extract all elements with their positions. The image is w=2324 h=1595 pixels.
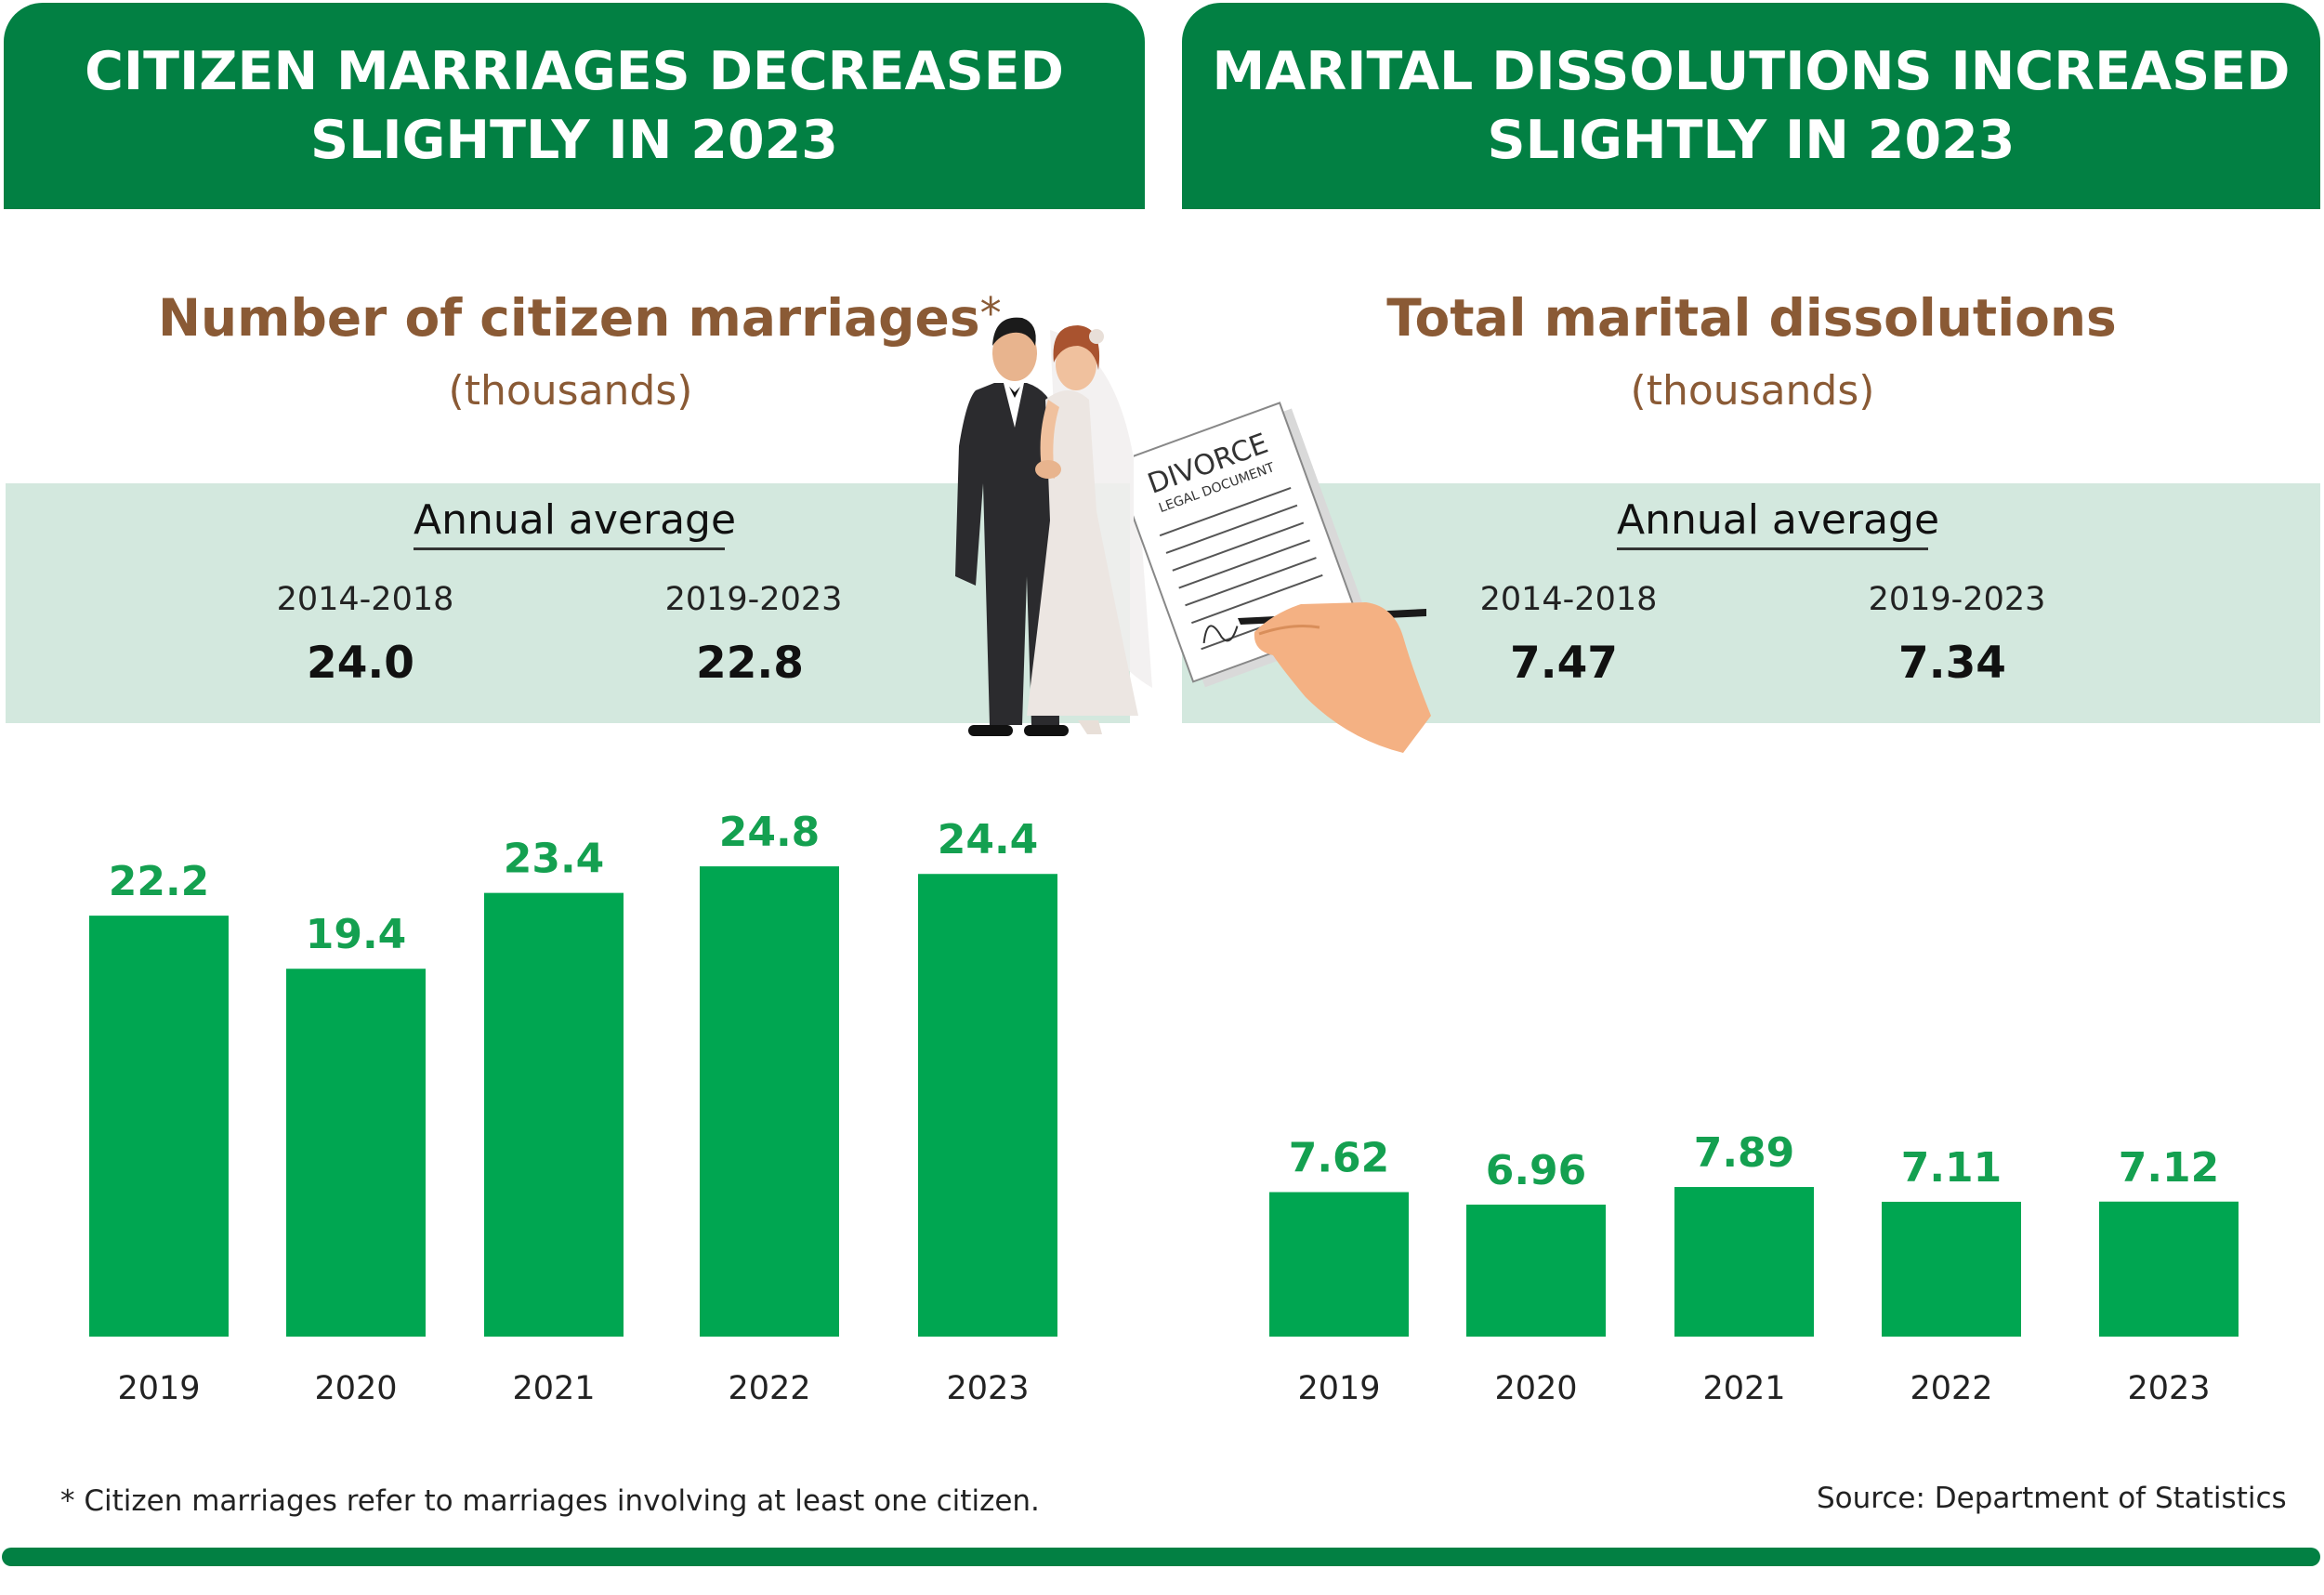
left-period-1-label: 2014-2018	[276, 581, 454, 618]
hand-icon	[1254, 602, 1431, 753]
right-subtitle: Total marital dissolutions	[1386, 288, 2117, 348]
dissolutions-value-label-2021: 7.89	[1694, 1129, 1795, 1177]
dissolutions-category-label-2019: 2019	[1297, 1370, 1380, 1407]
left-subtitle-text: Number of citizen marriages	[158, 288, 980, 348]
dissolutions-category-label-2023: 2023	[2127, 1370, 2210, 1407]
dissolutions-category-label-2022: 2022	[1910, 1370, 1992, 1407]
dissolutions-bar-2019	[1269, 1192, 1409, 1337]
right-period-1-label: 2014-2018	[1479, 581, 1658, 618]
left-annual-average-title: Annual average	[414, 496, 736, 550]
dissolutions-category-label-2020: 2020	[1494, 1370, 1577, 1407]
right-units: (thousands)	[1630, 367, 1875, 415]
groom-shoe-left	[968, 725, 1013, 736]
marriages-value-label-2023: 24.4	[938, 816, 1039, 863]
dissolutions-value-label-2019: 7.62	[1289, 1135, 1390, 1182]
dissolutions-value-label-2022: 7.11	[1901, 1144, 2002, 1192]
left-period-2-value: 22.8	[696, 638, 804, 689]
left-period-1-value: 24.0	[307, 638, 414, 689]
marriages-category-label-2023: 2023	[946, 1370, 1029, 1407]
source: Source: Department of Statistics	[1817, 1482, 2287, 1515]
marriages-bar-2021	[484, 892, 624, 1337]
divorce-document-illustration: DIVORCE LEGAL DOCUMENT	[1134, 402, 1431, 753]
right-banner: MARITAL DISSOLUTIONS INCREASED SLIGHTLY …	[1182, 3, 2320, 209]
charts-svg: 22.2 2019 19.4 2020 23.4 2021 24.8 2022 24.4 2023…	[89, 809, 2239, 1407]
bride-shoe	[1078, 720, 1102, 734]
document-lines	[1159, 486, 1323, 651]
dissolutions-bar-2023	[2099, 1201, 2239, 1337]
dissolutions-value-label-2023: 7.12	[2119, 1144, 2220, 1192]
footnote: * Citizen marriages refer to marriages i…	[60, 1484, 1040, 1518]
dissolutions-bar-2020	[1466, 1205, 1606, 1337]
groom-suit	[955, 383, 1059, 725]
groom-shoe-right	[1024, 725, 1069, 736]
marriages-value-label-2019: 22.2	[109, 858, 210, 905]
left-banner: CITIZEN MARRIAGES DECREASED SLIGHTLY IN …	[4, 3, 1145, 209]
asterisk: *	[979, 288, 1002, 338]
bride-face	[1056, 338, 1096, 390]
right-annual-average-title: Annual average	[1617, 496, 1939, 550]
signature-scribble	[1202, 625, 1239, 644]
groom-shirt	[1004, 383, 1024, 428]
marriages-category-label-2022: 2022	[728, 1370, 810, 1407]
wedding-couple-illustration	[955, 317, 1152, 736]
marriages-value-label-2021: 23.4	[504, 836, 605, 883]
dissolutions-value-label-2020: 6.96	[1486, 1147, 1587, 1194]
marriages-category-label-2021: 2021	[512, 1370, 595, 1407]
bride-arm	[1040, 400, 1059, 479]
marriages-category-label-2019: 2019	[117, 1370, 200, 1407]
marriages-value-label-2022: 24.8	[719, 809, 821, 856]
marriages-value-label-2020: 19.4	[306, 911, 407, 958]
dissolutions-chart: 7.62 2019 6.96 2020 7.89 2021 7.11 2022 7.12 2023	[1269, 1129, 2239, 1407]
marriages-bar-2019	[89, 916, 229, 1337]
right-period-1-value: 7.47	[1510, 638, 1618, 689]
right-period-2-value: 7.34	[1898, 638, 2006, 689]
marriages-bar-2023	[918, 874, 1057, 1337]
right-banner-title: MARITAL DISSOLUTIONS INCREASED SLIGHTLY …	[1212, 41, 2291, 171]
dissolutions-bar-2022	[1882, 1201, 2021, 1337]
bottom-bar	[2, 1548, 2320, 1566]
marriages-category-label-2020: 2020	[314, 1370, 397, 1407]
right-period-2-label: 2019-2023	[1868, 581, 2046, 618]
left-average-band	[6, 483, 1130, 723]
marriages-bar-2020	[286, 969, 426, 1337]
left-period-2-label: 2019-2023	[664, 581, 843, 618]
dissolutions-category-label-2021: 2021	[1702, 1370, 1785, 1407]
finger-line	[1258, 625, 1320, 636]
marriages-chart: 22.2 2019 19.4 2020 23.4 2021 24.8 2022 24.4 2023	[89, 809, 1057, 1407]
bow-tie	[1009, 387, 1020, 398]
groom-face	[992, 325, 1037, 381]
left-subtitle: Number of citizen marriages*	[158, 288, 1002, 348]
groom-hair	[992, 317, 1036, 346]
left-banner-title: CITIZEN MARRIAGES DECREASED SLIGHTLY IN …	[85, 41, 1064, 171]
left-units: (thousands)	[448, 367, 693, 415]
groom-hand	[1035, 460, 1061, 479]
bride-hair-flower	[1089, 329, 1104, 344]
dissolutions-bar-2021	[1674, 1187, 1814, 1337]
marriages-bar-2022	[700, 866, 839, 1337]
bride-hair	[1053, 325, 1100, 370]
